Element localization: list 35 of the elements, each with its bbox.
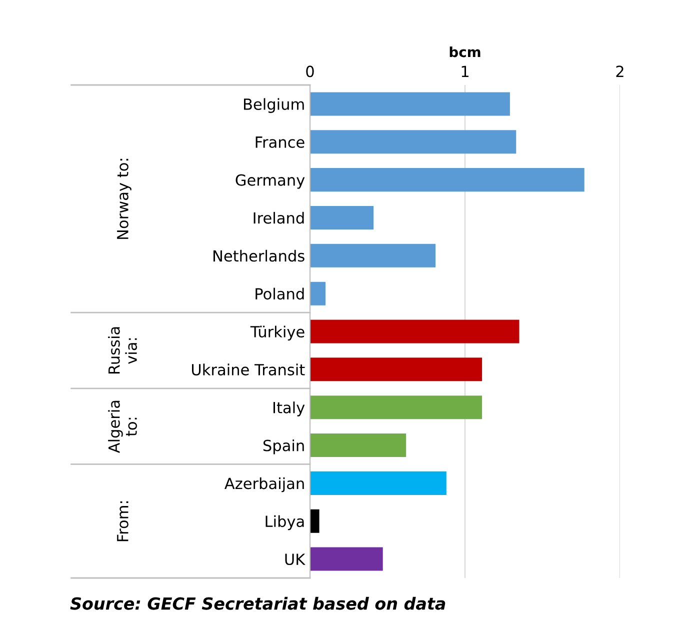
text: Algeria to: (108, 400, 137, 454)
y-tick-label: France (256, 136, 304, 148)
x-tick-label: 0 (306, 66, 314, 78)
source-note: Source: GECF Secretariat based on data (70, 596, 446, 610)
bar (310, 434, 406, 458)
y-tick-label: Poland (256, 288, 304, 300)
y-tick-label: Azerbaijan (224, 477, 304, 492)
y-tick-label: Libya (266, 515, 304, 530)
bar (310, 130, 516, 154)
y-tick-label: Ireland (254, 212, 304, 224)
bar (310, 244, 436, 268)
y-tick-label: Italy (273, 402, 305, 416)
bar (310, 320, 520, 344)
bar (310, 206, 374, 230)
bar (310, 509, 320, 533)
y-tick-label: UK (285, 554, 306, 566)
x-tick-label: 2 (616, 66, 624, 77)
bar (310, 168, 584, 192)
y-tick-label: Belgium (244, 98, 304, 113)
bar (310, 92, 510, 116)
text: Norway to: (117, 158, 132, 239)
bar (310, 547, 383, 571)
y-tick-label: Netherlands (214, 250, 304, 262)
bar (310, 358, 482, 382)
bar (310, 282, 326, 306)
x-axis-title: bcm (450, 46, 480, 58)
y-tick-label: Spain (263, 439, 304, 454)
text: Russia via: (108, 327, 137, 374)
bar (310, 471, 446, 495)
x-tick-label: 1 (462, 66, 468, 77)
y-tick-label: Türkiye (250, 326, 304, 340)
y-tick-label: Germany (236, 174, 305, 189)
text: From: (117, 501, 128, 542)
bar (310, 396, 482, 420)
y-tick-label: Ukraine Transit (192, 364, 305, 376)
